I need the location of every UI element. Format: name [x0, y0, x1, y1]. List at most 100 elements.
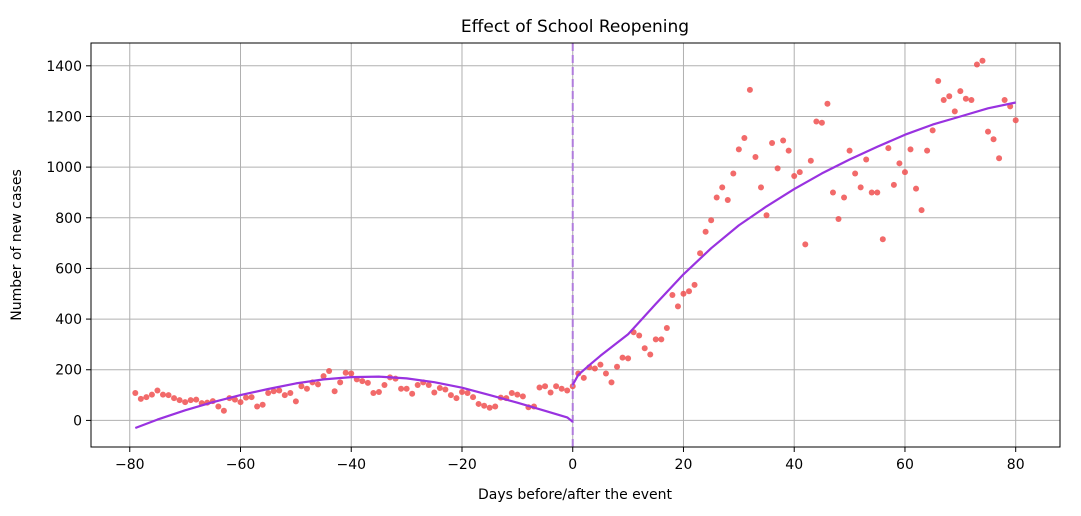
- data-point: [929, 127, 936, 134]
- x-tick-label: −80: [115, 457, 145, 473]
- data-point: [220, 407, 227, 414]
- data-point: [137, 395, 144, 402]
- data-point: [885, 145, 892, 152]
- data-point: [647, 351, 654, 358]
- data-point: [896, 160, 903, 167]
- data-point: [901, 169, 908, 176]
- data-point: [1012, 117, 1019, 124]
- data-point: [785, 147, 792, 154]
- data-point: [248, 394, 255, 401]
- y-tick-label: 400: [55, 312, 82, 328]
- data-point: [403, 385, 410, 392]
- data-point: [458, 389, 465, 396]
- data-point: [370, 390, 377, 397]
- x-axis-label: Days before/after the event: [478, 487, 673, 503]
- data-point: [807, 157, 814, 164]
- data-point: [359, 378, 366, 385]
- x-tick-label: −40: [336, 457, 366, 473]
- y-axis-label: Number of new cases: [9, 169, 25, 321]
- data-point: [791, 172, 798, 179]
- data-point: [835, 216, 842, 223]
- data-point: [442, 386, 449, 393]
- data-point: [990, 136, 997, 143]
- plot-frame: [90, 42, 1061, 448]
- data-point: [265, 390, 272, 397]
- data-point: [298, 383, 305, 390]
- y-tick-label: 1400: [46, 59, 82, 75]
- data-point: [159, 391, 166, 398]
- fit-lines: [134, 101, 1016, 430]
- data-point: [752, 153, 759, 160]
- data-point: [453, 395, 460, 402]
- fit-after-line: [571, 101, 1016, 386]
- data-point: [691, 281, 698, 288]
- data-point: [143, 394, 150, 401]
- data-point: [680, 290, 687, 297]
- data-point: [841, 194, 848, 201]
- data-point: [713, 194, 720, 201]
- data-point: [924, 147, 931, 154]
- data-point: [187, 397, 194, 404]
- data-point: [243, 394, 250, 401]
- data-point: [597, 361, 604, 368]
- data-point: [674, 303, 681, 310]
- data-point: [171, 395, 178, 402]
- data-point: [281, 392, 288, 399]
- data-point: [724, 197, 731, 204]
- data-point: [348, 370, 355, 377]
- data-point: [846, 147, 853, 154]
- data-point: [132, 390, 139, 397]
- data-point: [769, 140, 776, 147]
- data-point: [663, 324, 670, 331]
- data-point: [879, 236, 886, 243]
- data-point: [973, 61, 980, 68]
- data-point: [918, 207, 925, 214]
- data-point: [735, 146, 742, 153]
- data-point: [193, 396, 200, 403]
- data-point: [641, 345, 648, 352]
- data-point: [270, 388, 277, 395]
- x-tick-label: 20: [675, 457, 693, 473]
- data-point: [730, 170, 737, 177]
- data-point: [996, 155, 1003, 162]
- data-point: [863, 156, 870, 163]
- data-point: [475, 400, 482, 407]
- data-point: [757, 184, 764, 191]
- x-tick-label: 60: [896, 457, 914, 473]
- data-point: [763, 212, 770, 219]
- data-point: [287, 390, 294, 397]
- data-point: [470, 394, 477, 401]
- data-point: [154, 387, 161, 394]
- data-point: [619, 354, 626, 361]
- data-point: [1001, 96, 1008, 103]
- data-point: [553, 383, 560, 390]
- data-point: [652, 336, 659, 343]
- data-point: [669, 292, 676, 299]
- data-point: [741, 134, 748, 141]
- data-point: [536, 384, 543, 391]
- data-point: [602, 370, 609, 377]
- data-point: [259, 401, 266, 408]
- data-point: [702, 228, 709, 235]
- data-point: [608, 379, 615, 386]
- data-point: [276, 387, 283, 394]
- data-point: [237, 399, 244, 406]
- data-point: [436, 384, 443, 391]
- data-point: [614, 363, 621, 370]
- data-point: [176, 397, 183, 404]
- data-point: [547, 389, 554, 396]
- data-point: [326, 368, 333, 375]
- data-point: [852, 170, 859, 177]
- data-point: [935, 77, 942, 84]
- data-point: [492, 403, 499, 410]
- data-point: [957, 88, 964, 95]
- data-point: [398, 385, 405, 392]
- data-point: [431, 389, 438, 396]
- y-tick-label: 1000: [46, 160, 82, 176]
- data-point: [409, 390, 416, 397]
- y-tick-label: 1200: [46, 109, 82, 125]
- data-point: [979, 57, 986, 64]
- data-point: [542, 383, 549, 390]
- data-point: [907, 146, 914, 153]
- data-point: [375, 389, 382, 396]
